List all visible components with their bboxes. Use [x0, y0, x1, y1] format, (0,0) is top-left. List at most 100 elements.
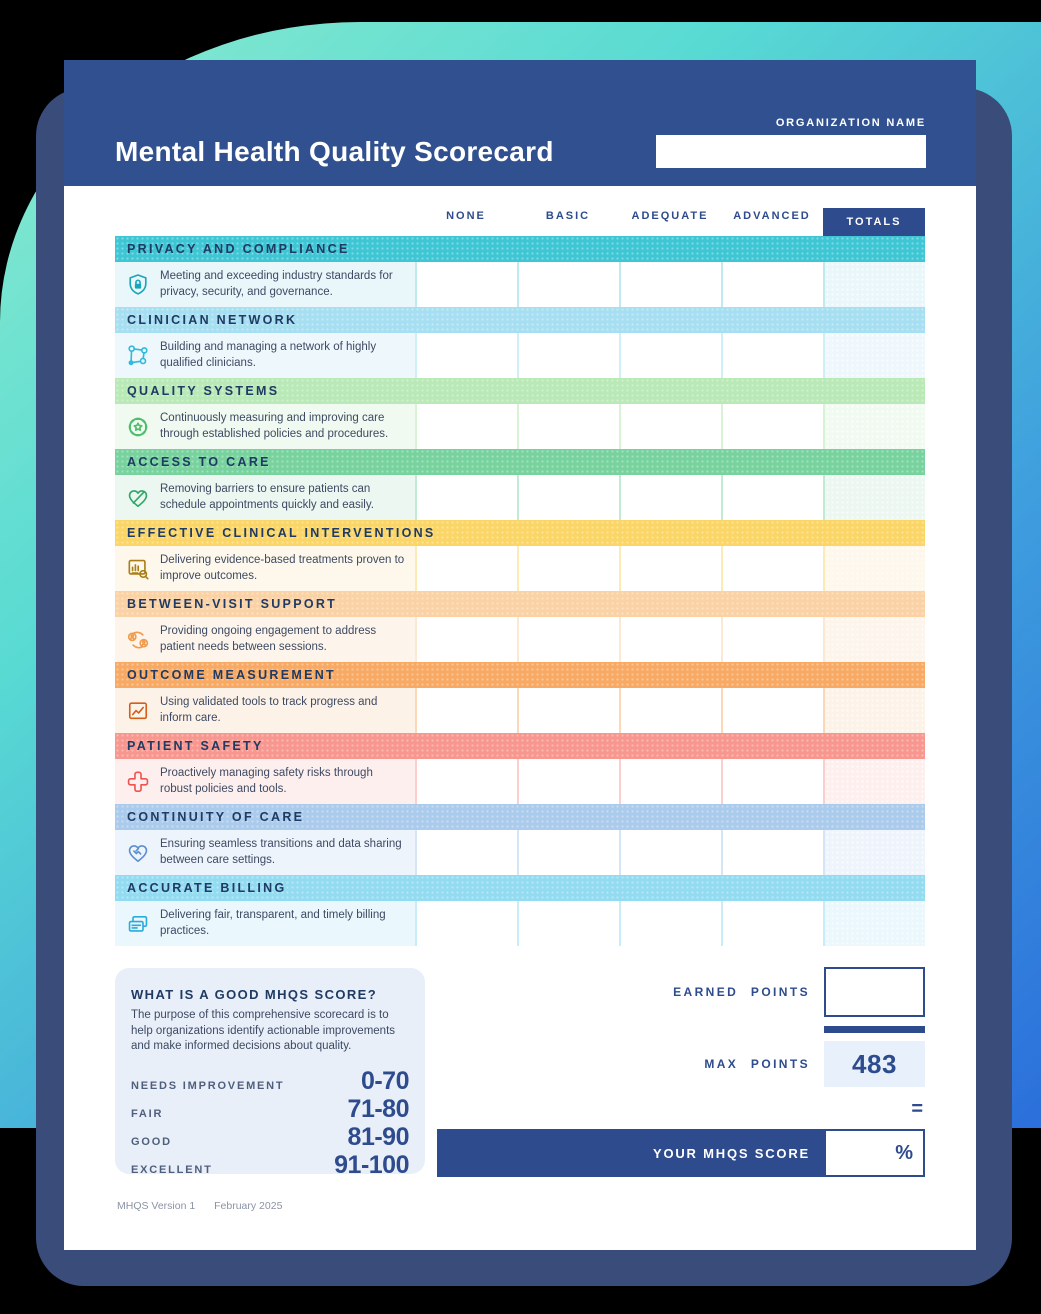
category-description: Using validated tools to track progress … [160, 696, 378, 724]
rating-cell-adequate[interactable] [619, 262, 721, 307]
rating-cell-adequate[interactable] [619, 333, 721, 378]
rating-cell-none[interactable] [415, 475, 517, 520]
engagement-loop-icon [125, 627, 151, 653]
rating-cell-none[interactable] [415, 617, 517, 662]
rating-cell-adequate[interactable] [619, 901, 721, 946]
totals-cell[interactable] [823, 262, 925, 307]
rating-cell-basic[interactable] [517, 759, 619, 804]
max-points-value: 483 [824, 1041, 925, 1087]
table-body: PRIVACY AND COMPLIANCE Meeting and exceed… [115, 236, 925, 946]
document-header: Mental Health Quality Scorecard ORGANIZA… [64, 60, 976, 186]
category-description-cell: Continuously measuring and improving car… [115, 404, 415, 449]
totals-cell[interactable] [823, 404, 925, 449]
rating-cell-adequate[interactable] [619, 617, 721, 662]
score-ranges: NEEDS IMPROVEMENT 0-70 FAIR 71-80 GOOD 81-90 E… [131, 1066, 410, 1179]
rating-cell-advanced[interactable] [721, 333, 823, 378]
rating-cell-none[interactable] [415, 759, 517, 804]
earned-points-input[interactable] [824, 967, 925, 1017]
rating-cell-basic[interactable] [517, 475, 619, 520]
mhqs-score-bar: YOUR MHQS SCORE % [437, 1129, 925, 1177]
score-range-label: FAIR [131, 1107, 164, 1120]
rating-cell-basic[interactable] [517, 617, 619, 662]
totals-cell[interactable] [823, 546, 925, 591]
column-header-adequate: ADEQUATE [631, 210, 709, 222]
rating-cell-advanced[interactable] [721, 830, 823, 875]
totals-cell[interactable] [823, 688, 925, 733]
column-header-basic: BASIC [545, 210, 591, 222]
category-section: OUTCOME MEASUREMENT Using validated tools… [115, 662, 925, 733]
rating-cell-none[interactable] [415, 404, 517, 449]
date-text: February 2025 [214, 1200, 283, 1212]
rating-cell-adequate[interactable] [619, 475, 721, 520]
rating-cell-basic[interactable] [517, 901, 619, 946]
column-header-row: NONE BASIC ADEQUATE ADVANCED TOTALS [115, 186, 925, 236]
earned-points-label: EARNED POINTS [673, 985, 810, 999]
scorecard-document: Mental Health Quality Scorecard ORGANIZA… [64, 60, 976, 1250]
category-band: OUTCOME MEASUREMENT [115, 662, 925, 688]
rating-cell-basic[interactable] [517, 262, 619, 307]
billing-cards-icon [125, 911, 151, 937]
category-band: EFFECTIVE CLINICAL INTERVENTIONS [115, 520, 925, 546]
totals-cell[interactable] [823, 830, 925, 875]
category-band: BETWEEN-VISIT SUPPORT [115, 591, 925, 617]
category-section: BETWEEN-VISIT SUPPORT Providing ongoing e… [115, 591, 925, 662]
category-section: EFFECTIVE CLINICAL INTERVENTIONS Deliveri… [115, 520, 925, 591]
category-row: Meeting and exceeding industry standards… [115, 262, 925, 307]
rating-cell-adequate[interactable] [619, 546, 721, 591]
rating-cell-none[interactable] [415, 546, 517, 591]
score-range-row: GOOD 81-90 [131, 1123, 410, 1151]
category-description: Providing ongoing engagement to address … [160, 625, 377, 653]
rating-cell-none[interactable] [415, 830, 517, 875]
version-text: MHQS Version 1 [117, 1200, 196, 1212]
rating-cell-basic[interactable] [517, 688, 619, 733]
page-title: Mental Health Quality Scorecard [115, 136, 554, 167]
category-row: Proactively managing safety risks throug… [115, 759, 925, 804]
category-row: Ensuring seamless transitions and data s… [115, 830, 925, 875]
score-range-label: EXCELLENT [131, 1163, 213, 1176]
rating-cell-advanced[interactable] [721, 617, 823, 662]
totals-cell[interactable] [823, 333, 925, 378]
rating-cell-advanced[interactable] [721, 901, 823, 946]
totals-cell[interactable] [823, 901, 925, 946]
category-band: CLINICIAN NETWORK [115, 307, 925, 333]
rating-cell-none[interactable] [415, 901, 517, 946]
rating-cell-basic[interactable] [517, 333, 619, 378]
rating-cell-advanced[interactable] [721, 688, 823, 733]
category-description-cell: Providing ongoing engagement to address … [115, 617, 415, 662]
rating-cell-none[interactable] [415, 688, 517, 733]
category-description-cell: Ensuring seamless transitions and data s… [115, 830, 415, 875]
mhqs-score-input[interactable] [834, 1141, 893, 1165]
category-row: Continuously measuring and improving car… [115, 404, 925, 449]
rating-cell-none[interactable] [415, 333, 517, 378]
rating-cell-basic[interactable] [517, 546, 619, 591]
rating-cell-adequate[interactable] [619, 404, 721, 449]
score-range-row: FAIR 71-80 [131, 1095, 410, 1123]
rating-cell-adequate[interactable] [619, 688, 721, 733]
totals-cell[interactable] [823, 759, 925, 804]
category-description-cell: Building and managing a network of highl… [115, 333, 415, 378]
rating-cell-none[interactable] [415, 262, 517, 307]
rating-cell-basic[interactable] [517, 830, 619, 875]
rating-cell-advanced[interactable] [721, 262, 823, 307]
rating-cell-adequate[interactable] [619, 830, 721, 875]
category-row: Using validated tools to track progress … [115, 688, 925, 733]
rating-cell-advanced[interactable] [721, 546, 823, 591]
rating-cell-advanced[interactable] [721, 759, 823, 804]
rating-cell-advanced[interactable] [721, 404, 823, 449]
totals-cell[interactable] [823, 475, 925, 520]
score-range-value: 0-70 [360, 1066, 410, 1095]
line-chart-icon [125, 698, 151, 724]
category-description: Ensuring seamless transitions and data s… [160, 838, 402, 866]
rating-cell-adequate[interactable] [619, 759, 721, 804]
percent-sign: % [895, 1141, 913, 1164]
organization-name-input[interactable] [656, 135, 926, 168]
chart-search-icon [125, 556, 151, 582]
scorecard-table: NONE BASIC ADEQUATE ADVANCED TOTALS PRIVACY … [115, 186, 925, 946]
rating-cell-basic[interactable] [517, 404, 619, 449]
category-description-cell: Delivering fair, transparent, and timely… [115, 901, 415, 946]
totals-cell[interactable] [823, 617, 925, 662]
heart-handshake-icon [125, 840, 151, 866]
rating-cell-advanced[interactable] [721, 475, 823, 520]
score-range-value: 91-100 [334, 1150, 409, 1179]
